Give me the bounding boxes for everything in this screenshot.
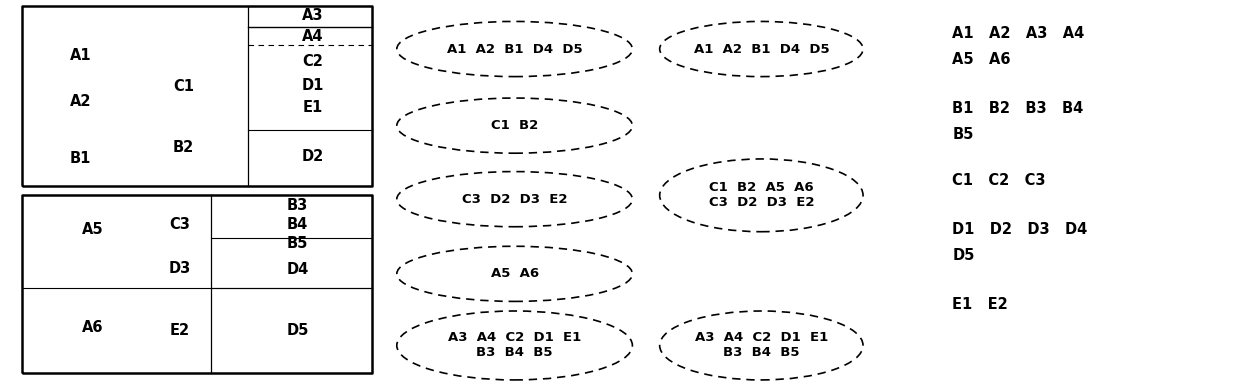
Text: A3: A3 (301, 8, 324, 23)
Text: A5: A5 (82, 222, 104, 237)
Text: A3  A4  C2  D1  E1
B3  B4  B5: A3 A4 C2 D1 E1 B3 B4 B5 (448, 331, 582, 360)
Text: A1  A2  B1  D4  D5: A1 A2 B1 D4 D5 (446, 43, 583, 56)
Text: D5: D5 (286, 322, 309, 338)
Text: A1   A2   A3   A4: A1 A2 A3 A4 (952, 26, 1085, 41)
Text: A3  A4  C2  D1  E1
B3  B4  B5: A3 A4 C2 D1 E1 B3 B4 B5 (694, 331, 828, 360)
Text: A6: A6 (82, 320, 104, 335)
Text: B1   B2   B3   B4: B1 B2 B3 B4 (952, 100, 1084, 116)
Text: C3: C3 (170, 216, 190, 232)
Text: C3  D2  D3  E2: C3 D2 D3 E2 (461, 193, 568, 206)
Text: B1: B1 (69, 151, 92, 167)
Text: C1  B2  A5  A6
C3  D2  D3  E2: C1 B2 A5 A6 C3 D2 D3 E2 (708, 181, 815, 210)
Text: A1  A2  B1  D4  D5: A1 A2 B1 D4 D5 (693, 43, 830, 56)
Text: C1: C1 (174, 79, 193, 94)
Text: B3: B3 (286, 198, 309, 213)
Text: C1   C2   C3: C1 C2 C3 (952, 172, 1045, 188)
Text: E1: E1 (303, 100, 322, 115)
Text: E2: E2 (170, 322, 190, 338)
Text: D1   D2   D3   D4: D1 D2 D3 D4 (952, 221, 1087, 237)
Text: B2: B2 (172, 140, 195, 155)
Text: A5  A6: A5 A6 (491, 267, 538, 280)
Text: D2: D2 (301, 149, 324, 164)
Text: D1: D1 (301, 77, 324, 93)
Text: A1: A1 (69, 48, 92, 63)
Text: A4: A4 (301, 29, 324, 44)
Text: D4: D4 (286, 262, 309, 277)
Text: B5: B5 (952, 127, 973, 142)
Text: C2: C2 (303, 54, 322, 69)
Text: A5   A6: A5 A6 (952, 52, 1011, 67)
Text: B5: B5 (286, 236, 309, 252)
Text: C1  B2: C1 B2 (491, 119, 538, 132)
Text: D5: D5 (952, 248, 975, 264)
Text: E1   E2: E1 E2 (952, 297, 1008, 312)
Text: B4: B4 (286, 216, 309, 232)
Text: A2: A2 (69, 94, 92, 109)
Text: D3: D3 (169, 260, 191, 276)
